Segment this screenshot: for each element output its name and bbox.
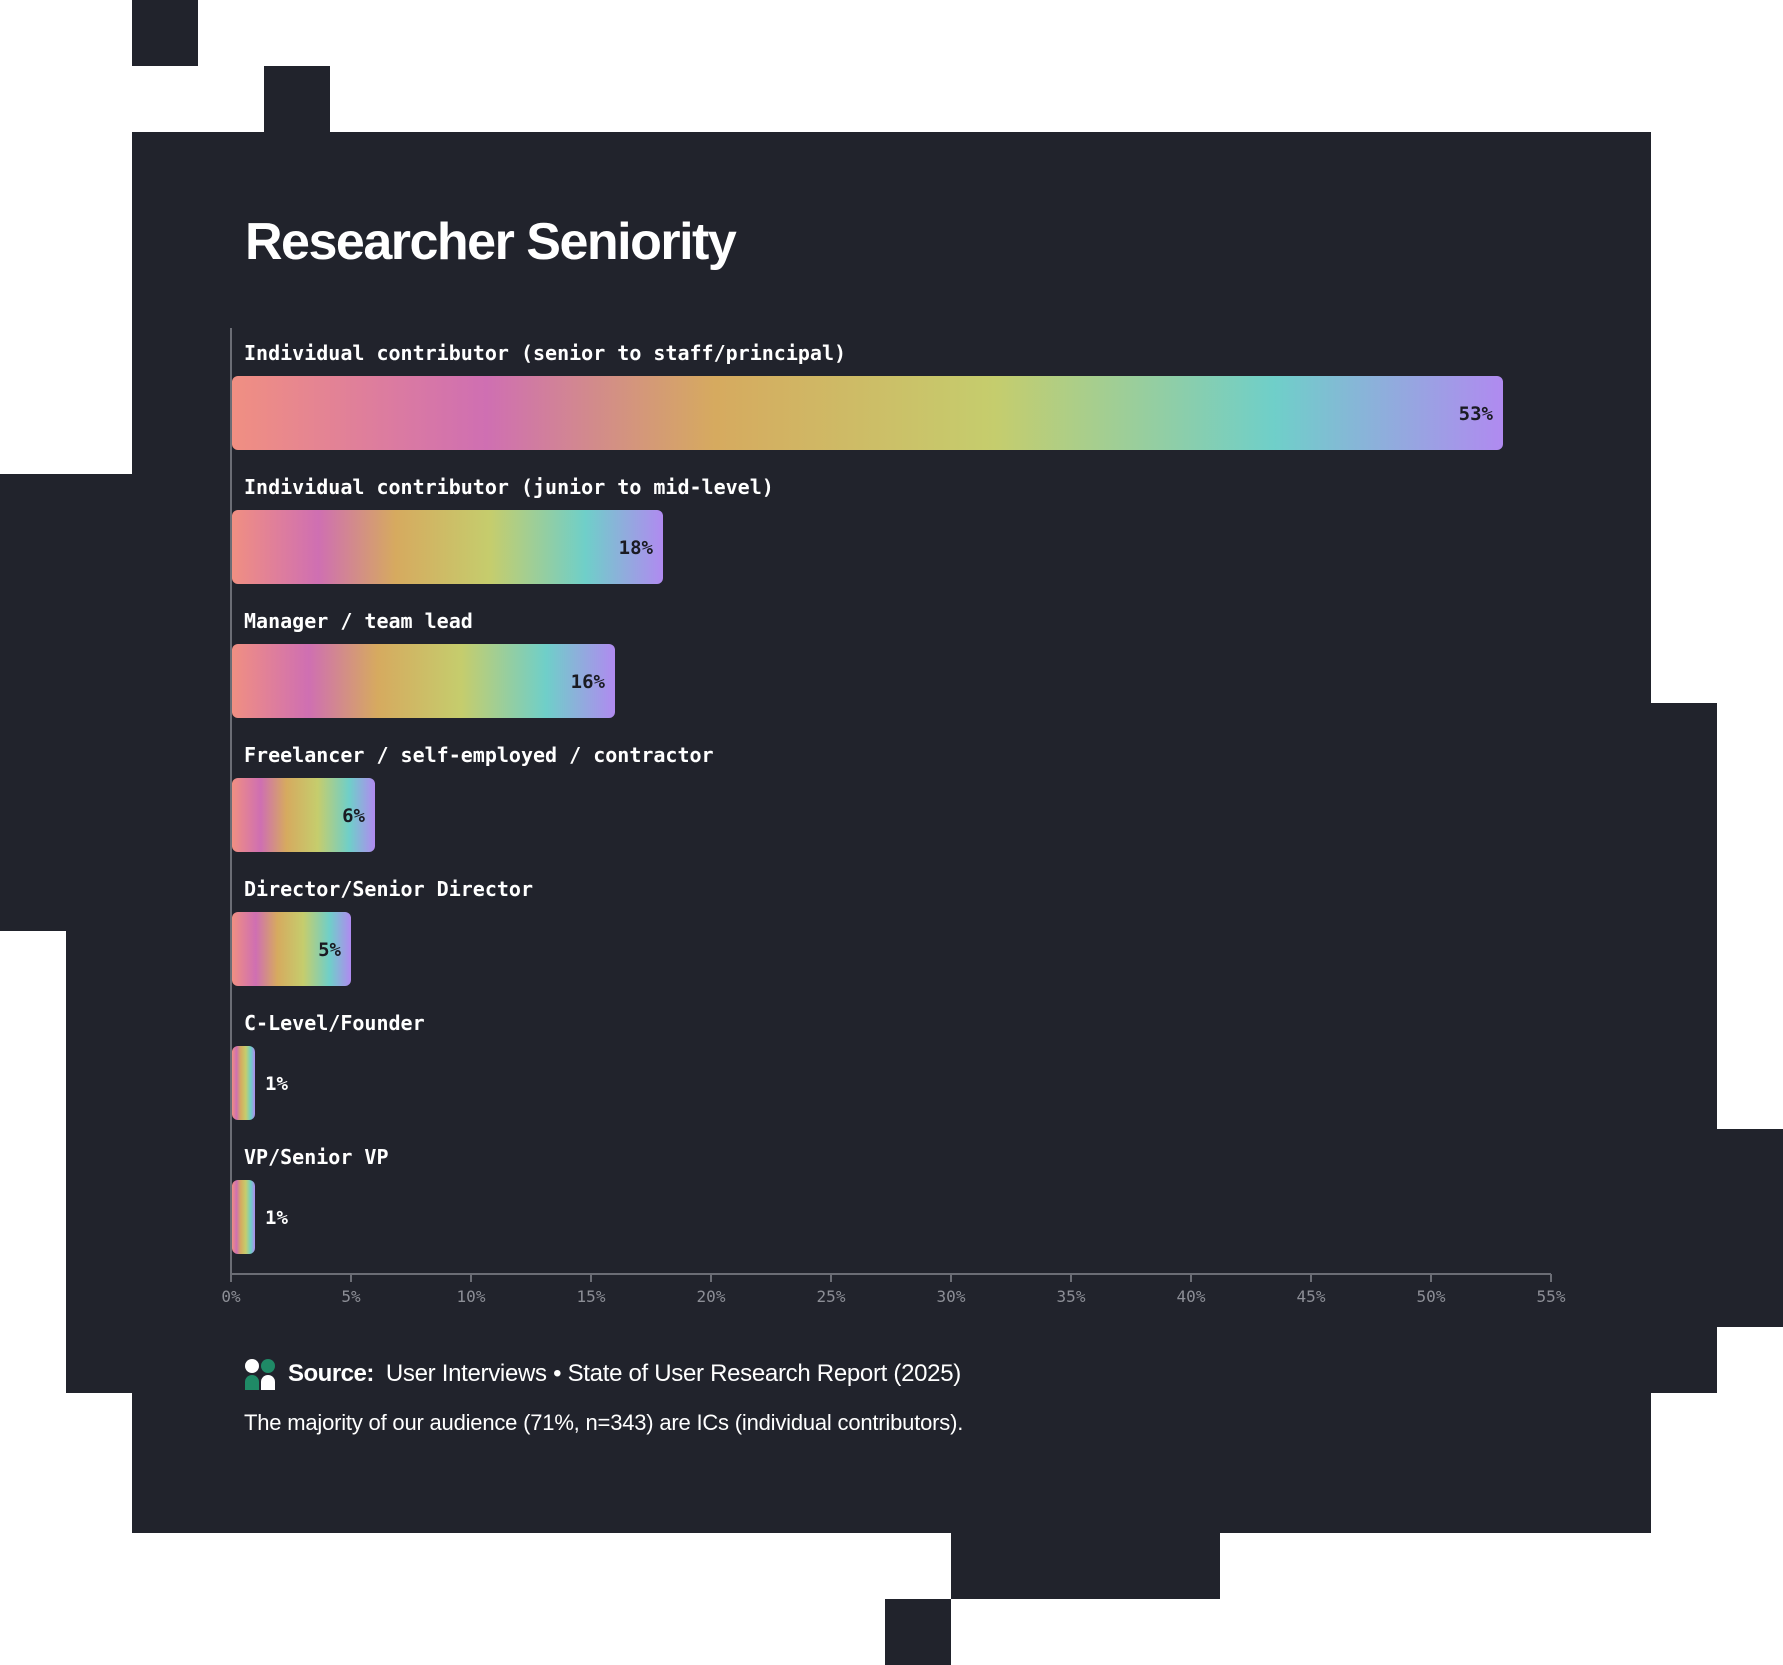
bar-value-label: 16%: [571, 671, 606, 693]
decor-block: [0, 474, 132, 931]
bar-value-label: 1%: [265, 1073, 288, 1095]
x-tick-label: 55%: [1537, 1287, 1566, 1306]
x-tick-label: 30%: [937, 1287, 966, 1306]
decor-block: [885, 1599, 951, 1665]
x-tick-label: 35%: [1057, 1287, 1086, 1306]
category-label: Director/Senior Director: [244, 877, 533, 901]
x-tick-label: 40%: [1177, 1287, 1206, 1306]
bar-value-label: 18%: [619, 537, 654, 559]
x-tick-label: 5%: [341, 1287, 361, 1306]
bar: [232, 376, 1503, 450]
source-label: Source:: [288, 1360, 374, 1387]
bar: [232, 778, 375, 852]
x-tick-label: 20%: [697, 1287, 726, 1306]
x-tick-label: 45%: [1297, 1287, 1326, 1306]
category-label: Manager / team lead: [244, 609, 473, 633]
category-label: Individual contributor (junior to mid-le…: [244, 475, 774, 499]
x-tick-label: 10%: [457, 1287, 486, 1306]
bar-value-label: 1%: [265, 1207, 288, 1229]
category-label: C-Level/Founder: [244, 1011, 425, 1035]
source-line: Source: User Interviews • State of User …: [244, 1358, 961, 1390]
source-text: User Interviews • State of User Research…: [385, 1360, 961, 1387]
category-label: VP/Senior VP: [244, 1145, 389, 1169]
x-tick-label: 25%: [817, 1287, 846, 1306]
chart-title: Researcher Seniority: [245, 213, 737, 271]
x-tick-label: 0%: [221, 1287, 241, 1306]
bar-value-label: 5%: [318, 939, 341, 961]
decor-block: [132, 0, 198, 66]
bar: [232, 912, 351, 986]
decor-block: [1717, 1129, 1783, 1327]
category-label: Freelancer / self-employed / contractor: [244, 743, 714, 767]
decor-block: [951, 1533, 1220, 1599]
bar: [232, 1046, 255, 1120]
bar-value-label: 53%: [1459, 403, 1494, 425]
chart-note: The majority of our audience (71%, n=343…: [244, 1410, 964, 1435]
decor-block: [66, 931, 132, 1393]
bar: [232, 510, 663, 584]
bar: [232, 1180, 255, 1254]
x-tick-label: 50%: [1417, 1287, 1446, 1306]
decor-block: [1651, 703, 1717, 1393]
user-interviews-logo-icon: [245, 1359, 275, 1390]
bar: [232, 644, 615, 718]
decor-block: [264, 66, 330, 132]
x-tick-label: 15%: [577, 1287, 606, 1306]
bar-value-label: 6%: [342, 805, 365, 827]
chart-card: [132, 132, 1651, 1533]
category-label: Individual contributor (senior to staff/…: [244, 341, 846, 365]
